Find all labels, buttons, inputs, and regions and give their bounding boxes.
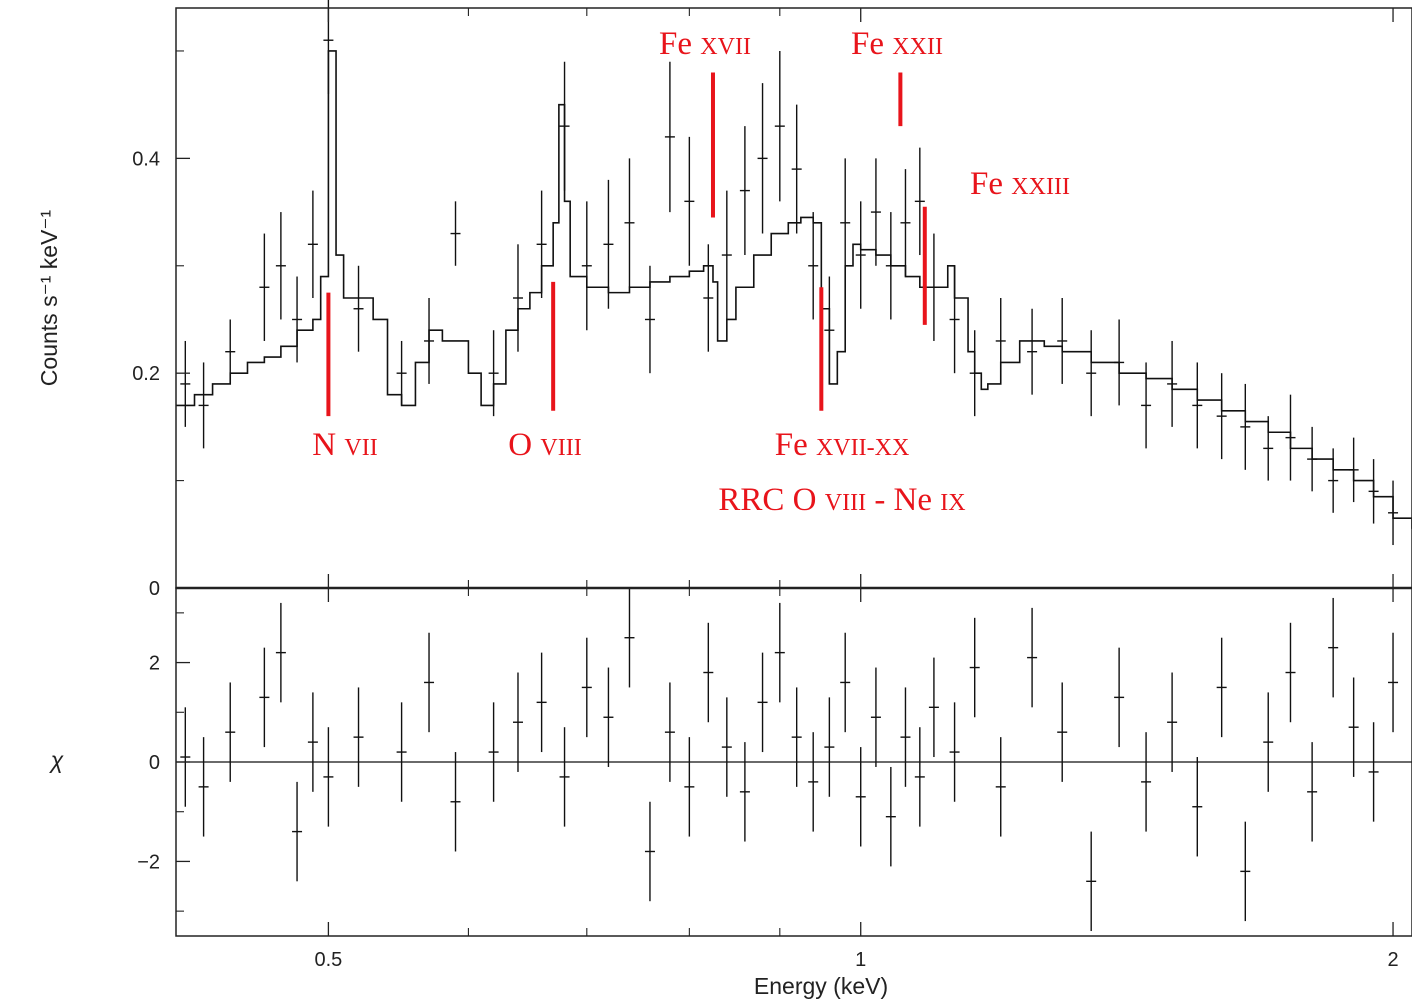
residual-panel bbox=[176, 588, 1412, 932]
line-label: Fe XVII bbox=[659, 26, 751, 62]
x-tick-label: 0.5 bbox=[314, 949, 342, 971]
y-tick-label: 0.2 bbox=[132, 363, 160, 385]
line-label-element: Fe bbox=[851, 26, 892, 62]
line-label: O VIII bbox=[508, 427, 581, 463]
y-tick-label: 0 bbox=[149, 578, 160, 600]
y-axis-title-residuals: χ bbox=[49, 747, 64, 773]
line-label-ion: XVII-XX bbox=[816, 435, 909, 461]
line-label-ion: XXIII bbox=[1011, 174, 1070, 200]
y-tick-label: 0 bbox=[149, 752, 160, 774]
line-label-element: Fe bbox=[659, 26, 700, 62]
line-label: Fe XXII bbox=[851, 26, 943, 62]
line-label-ion: VII bbox=[344, 435, 377, 461]
x-tick-label: 2 bbox=[1387, 949, 1398, 971]
line-label: Fe XXIII bbox=[970, 166, 1070, 202]
line-label: N VII bbox=[312, 427, 377, 463]
line-label-element: Fe bbox=[775, 427, 816, 463]
line-label-element: Fe bbox=[970, 166, 1011, 202]
line-label-ion: XXII bbox=[892, 34, 943, 60]
line-label-element: - Ne bbox=[866, 482, 940, 518]
line-label-element: RRC O bbox=[718, 482, 824, 518]
line-label: RRC O VIII - Ne IX bbox=[718, 482, 965, 518]
x-axis-title: Energy (keV) bbox=[754, 973, 888, 999]
line-label-ion: VIII bbox=[825, 490, 866, 516]
y-tick-label: 0.4 bbox=[132, 148, 160, 170]
line-label: Fe XVII-XX bbox=[775, 427, 910, 463]
line-label-element: O bbox=[508, 427, 540, 463]
axes-group: 0.5 1 2 0 0.2 0.4 −2 0 2 bbox=[132, 7, 1412, 971]
spectrum-panel bbox=[176, 0, 1412, 546]
y-tick-label: 2 bbox=[149, 653, 160, 675]
line-label-ion: VIII bbox=[540, 435, 581, 461]
line-label-element: N bbox=[312, 427, 344, 463]
y-tick-label: −2 bbox=[137, 851, 160, 873]
line-label-ion: XVII bbox=[700, 34, 751, 60]
x-tick-label: 1 bbox=[855, 949, 866, 971]
line-label-ion: IX bbox=[940, 490, 965, 516]
y-axis-title-spectrum: Counts s⁻¹ keV⁻¹ bbox=[36, 209, 62, 386]
